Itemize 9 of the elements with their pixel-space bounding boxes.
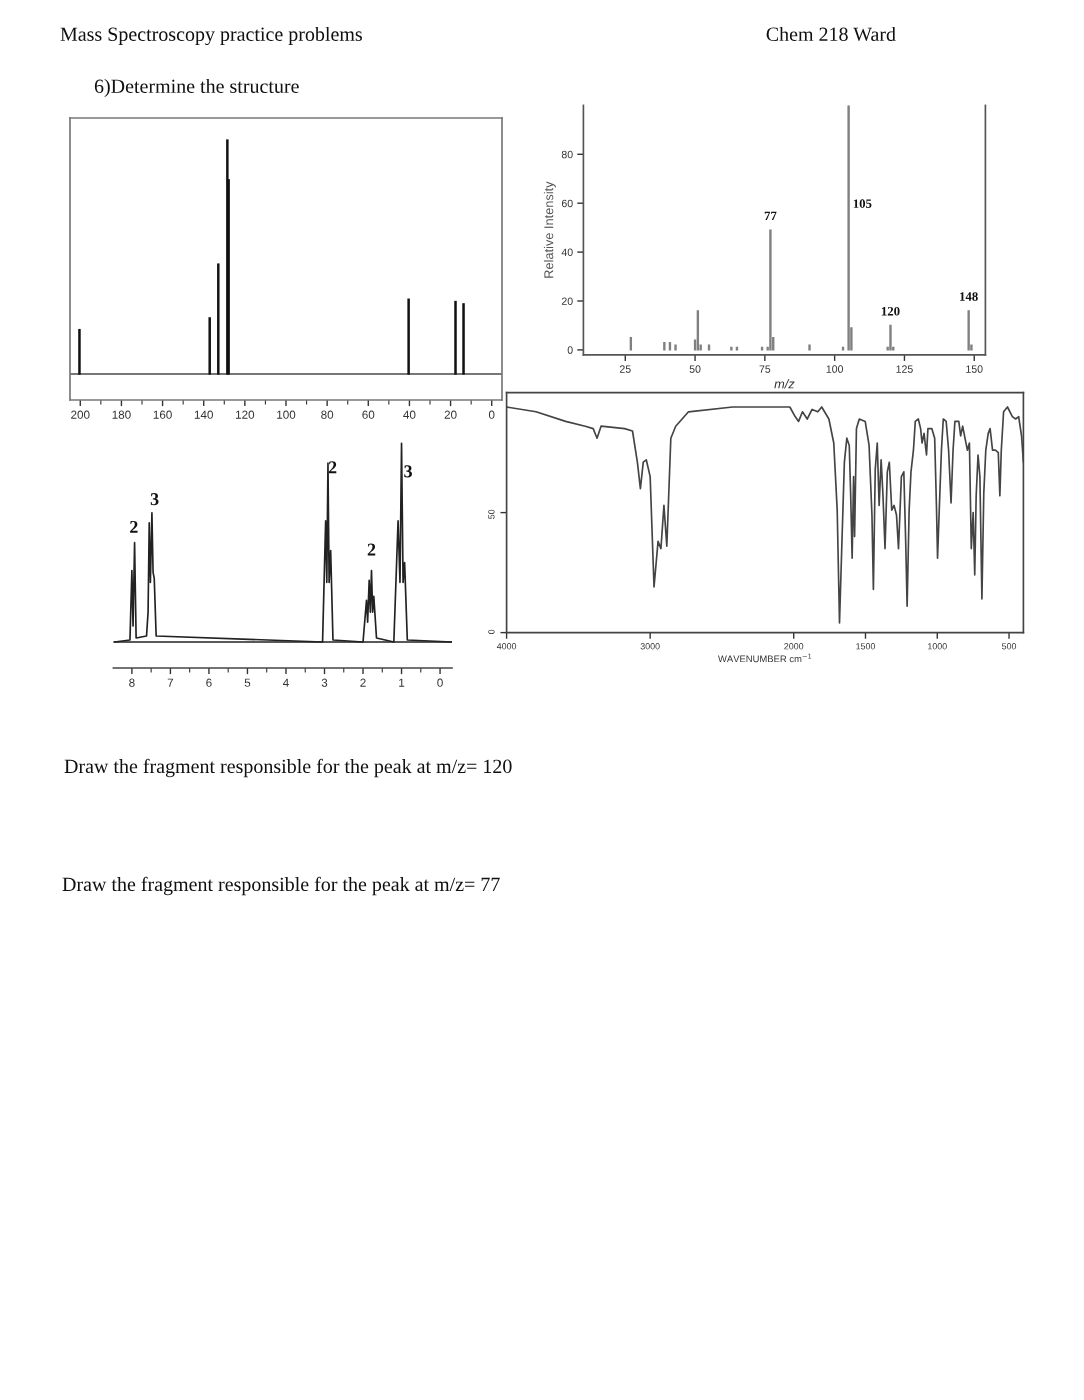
annotation: 3 (404, 465, 412, 478)
text: 6)Determine the structure (94, 78, 299, 98)
text: Mass Spectroscopy practice problems (60, 26, 362, 46)
annotation: 2 (130, 520, 138, 533)
text: Draw the fragment responsible for the peak at m/z= 77 (62, 876, 500, 896)
annotation: 2 (367, 543, 376, 556)
annotation: 3 (150, 493, 159, 506)
text: Chem 218 Ward (766, 26, 896, 42)
text: Draw the fragment responsible for the peak at m/z= 120 (64, 758, 512, 778)
